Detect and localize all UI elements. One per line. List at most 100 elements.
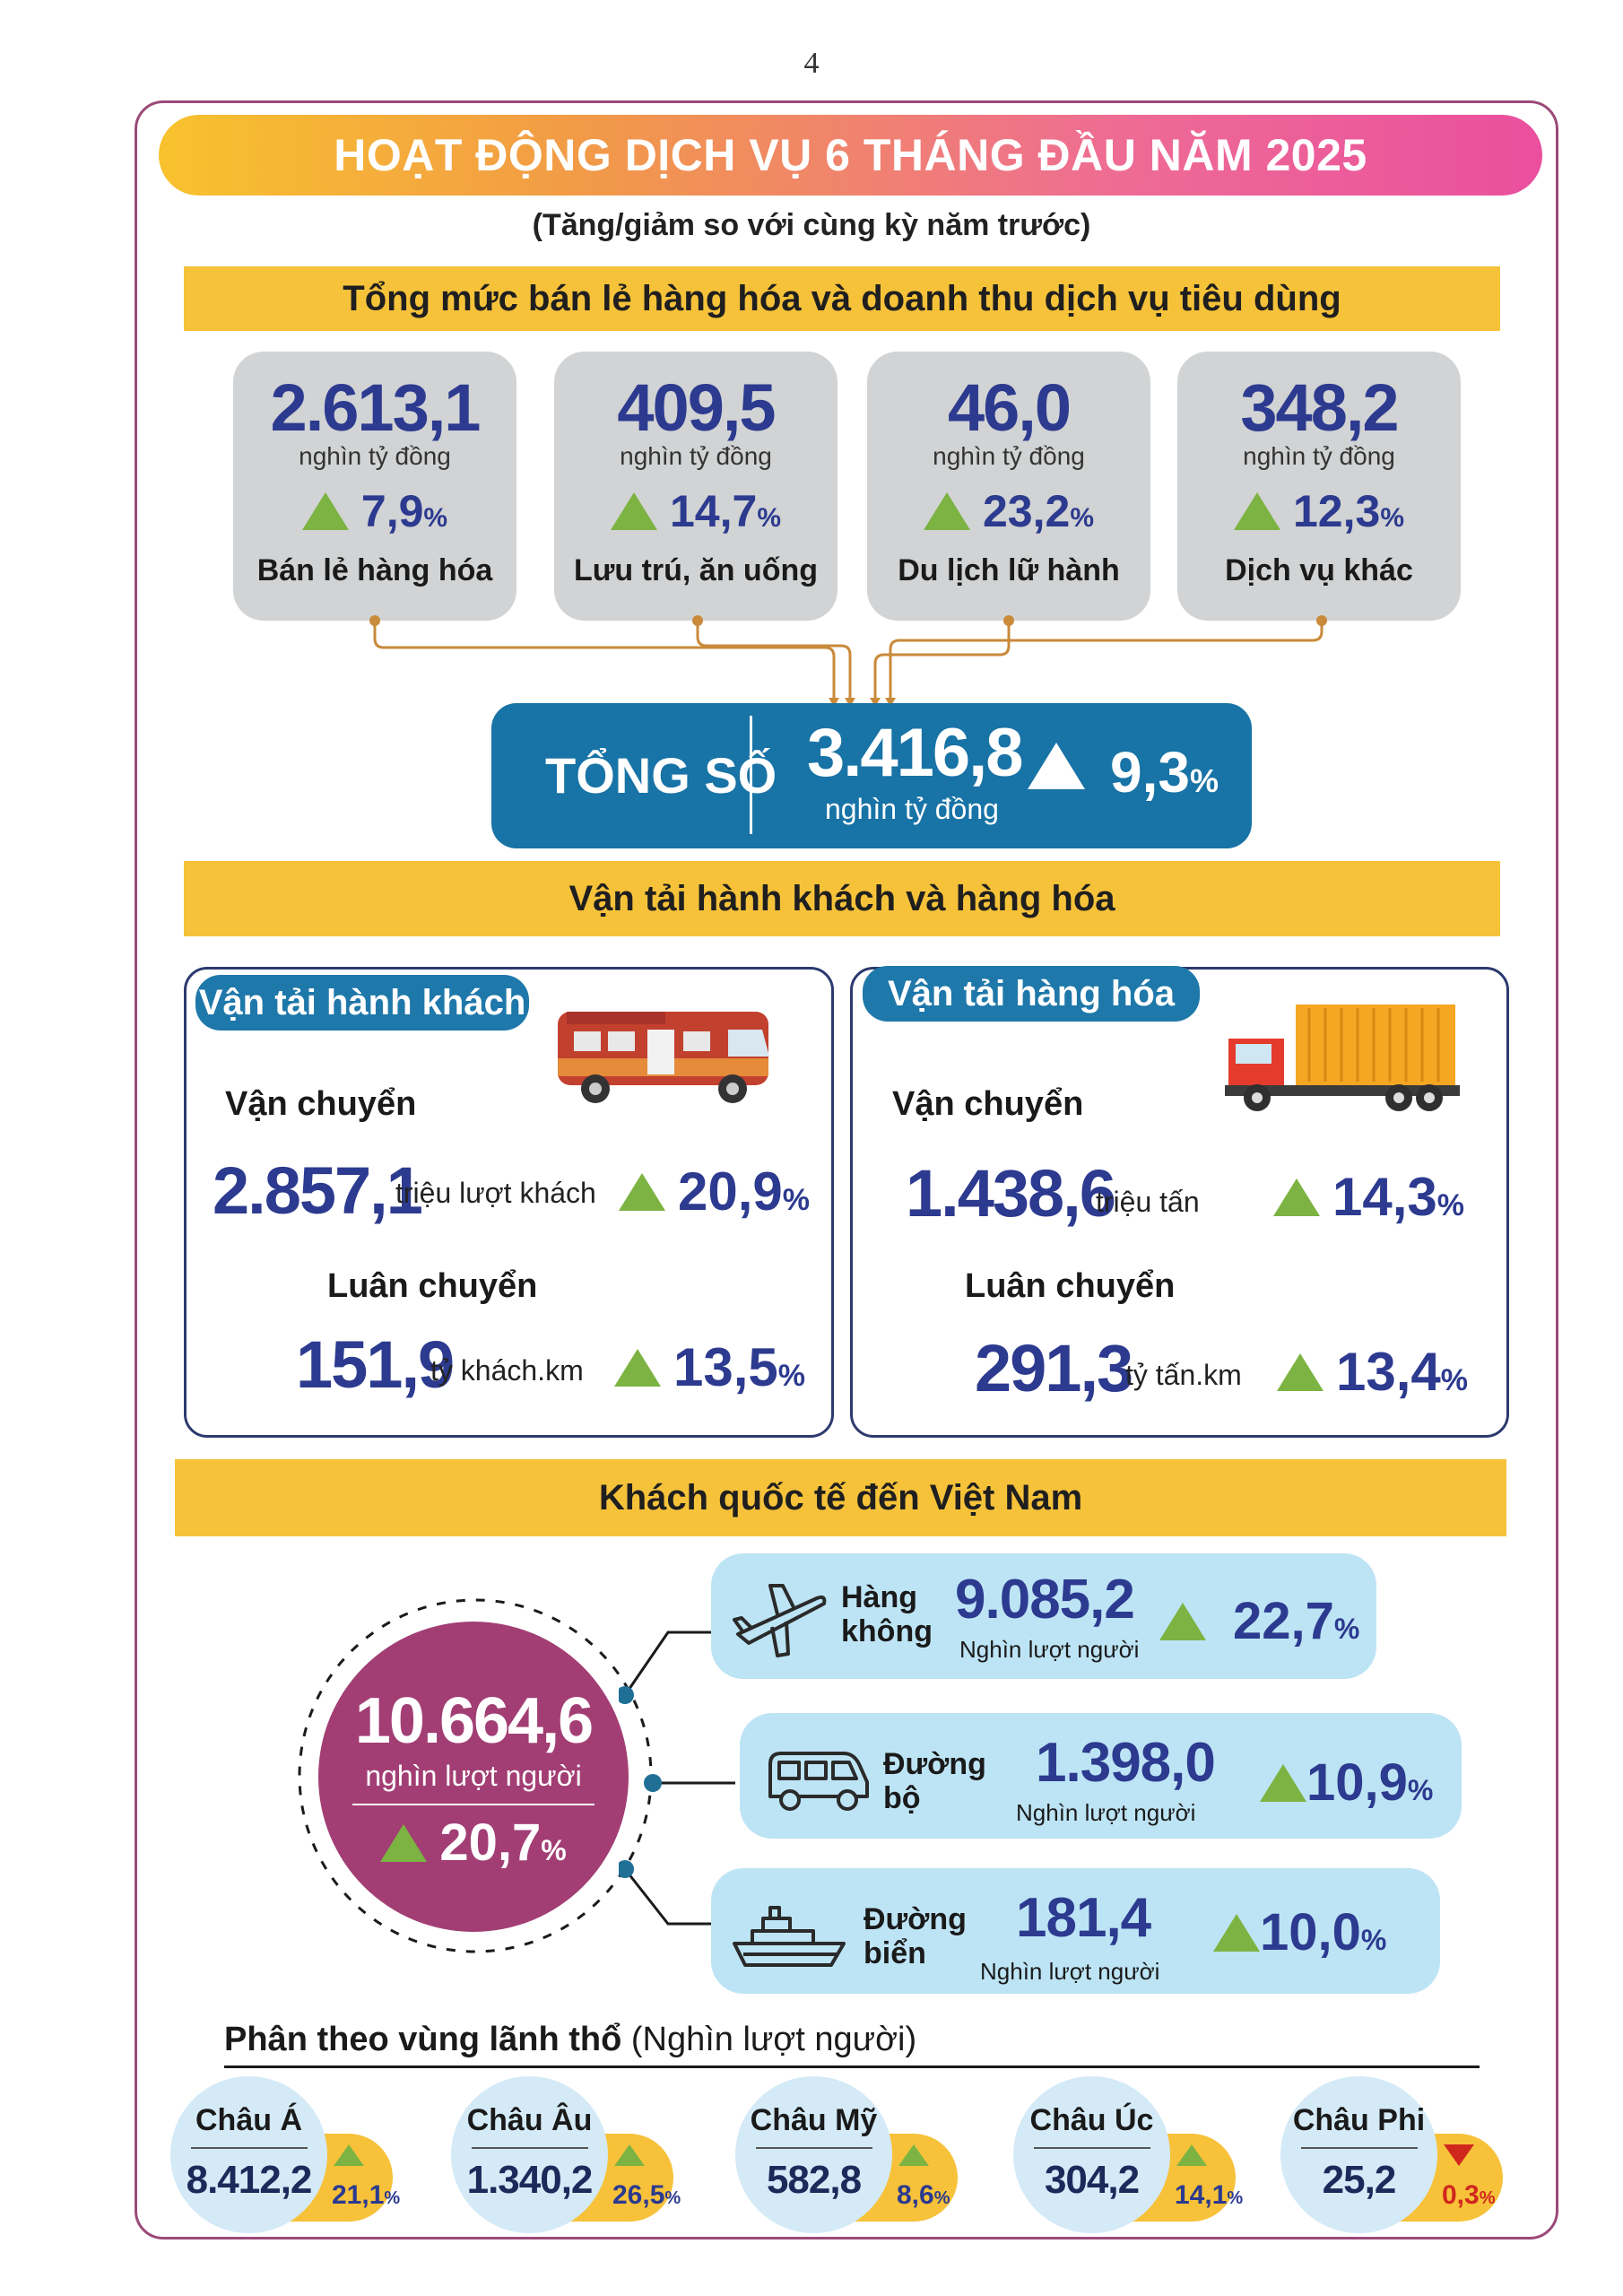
region-change: 21,1% [332,2180,401,2210]
cargo-carry-value: 1.438,6 [906,1156,1116,1231]
mode-road-card: Đường bộ 1.398,0 Nghìn lượt người 10,9% [740,1713,1462,1839]
card-label: Lưu trú, ăn uống [573,553,819,587]
cargo-rotate-label: Luân chuyển [965,1267,1176,1305]
region-heading: Phân theo vùng lãnh thổ (Nghìn lượt ngườ… [224,2021,917,2058]
up-triangle-icon [619,1172,665,1211]
card-unit: nghìn tỷ đồng [1243,442,1395,470]
mode-road-name: Đường bộ [883,1747,986,1815]
passenger-rotate-label: Luân chuyển [327,1267,538,1305]
mode-sea-value: 181,4 [1016,1887,1151,1949]
passenger-rotate-unit: tỷ khách.km [430,1354,584,1387]
down-triangle-icon [1444,2144,1474,2166]
total-label: TỔNG SỐ [545,747,777,804]
region-circle: Châu Phi 25,2 [1280,2076,1437,2233]
retail-card: 46,0 nghìn tỷ đồng 23,2% Du lịch lữ hành [867,352,1150,621]
card-unit: nghìn tỷ đồng [299,442,451,470]
region-name: Châu Úc [1029,2103,1154,2137]
intl-total-unit: nghìn lượt người [365,1760,582,1792]
bus-icon [558,1012,769,1103]
card-connectors [369,615,1327,707]
region-value: 8.412,2 [186,2158,313,2202]
region-name: Châu Mỹ [750,2103,878,2137]
mode-sea-change: 10,0% [1213,1902,1386,1962]
region-value: 304,2 [1044,2158,1140,2202]
title-banner: HOẠT ĐỘNG DỊCH VỤ 6 THÁNG ĐẦU NĂM 2025 [159,115,1542,196]
region-change: 8,6% [897,2180,950,2210]
total-change: 9,3% [1110,740,1219,804]
mode-road-value: 1.398,0 [1036,1732,1216,1794]
region-name: Châu Phi [1292,2103,1426,2137]
region-divider [471,2147,588,2149]
page-subtitle: (Tăng/giảm so với cùng kỳ năm trước) [532,208,1091,242]
cargo-rotate-change: 13,4% [1277,1341,1468,1403]
region-circle: Châu Úc 304,2 [1013,2076,1170,2233]
up-triangle-icon [334,2144,364,2166]
cargo-carry-change: 14,3% [1273,1166,1464,1228]
airplane-icon [733,1584,827,1657]
card-value: 409,5 [617,370,776,445]
card-unit: nghìn tỷ đồng [620,442,772,470]
passenger-carry-label: Vận chuyển [225,1085,417,1123]
region-change: 14,1% [1175,2180,1244,2210]
cargo-rotate-unit: tỷ tấn.km [1125,1359,1242,1391]
card-change: 14,7% [554,485,838,537]
van-icon [768,1752,869,1811]
mode-air-card: Hàng không 9.085,2 Nghìn lượt người 22,7% [711,1553,1376,1679]
passenger-rotate-value: 151,9 [296,1327,455,1402]
region-divider [190,2147,308,2149]
passenger-carry-change: 20,9% [619,1161,810,1222]
up-triangle-icon [610,492,657,530]
total-unit: nghìn tỷ đồng [825,793,999,825]
mode-sea-name: Đường biển [864,1902,967,1970]
card-change: 12,3% [1177,485,1461,537]
total-box: TỔNG SỐ 3.416,8 nghìn tỷ đồng 9,3% [491,703,1252,848]
cargo-tab: Vận tải hàng hóa [863,966,1200,1022]
card-change: 7,9% [233,485,516,537]
card-label: Dịch vụ khác [1225,553,1413,587]
mode-air-unit: Nghìn lượt người [959,1636,1140,1663]
up-triangle-icon [898,2144,929,2166]
total-divider [750,716,752,834]
mode-sea-card: Đường biển 181,4 Nghìn lượt người 10,0% [711,1868,1440,1994]
total-up-arrow-icon [1028,743,1085,794]
passenger-carry-unit: triệu lượt khách [395,1177,596,1209]
region-change: 26,5% [612,2180,681,2210]
region-value: 582,8 [766,2158,862,2202]
region-divider [1033,2147,1150,2149]
retail-heading: Tổng mức bán lẻ hàng hóa và doanh thu dị… [184,266,1500,331]
up-triangle-icon [614,2144,645,2166]
up-triangle-icon [1260,1763,1306,1802]
up-triangle-icon [1273,1178,1320,1216]
region-divider [1300,2147,1418,2149]
up-triangle-icon [1213,1913,1260,1952]
region-change: 0,3% [1442,2180,1496,2210]
passenger-carry-value: 2.857,1 [213,1153,423,1228]
mode-air-name: Hàng không [841,1580,933,1648]
page-title: HOẠT ĐỘNG DỊCH VỤ 6 THÁNG ĐẦU NĂM 2025 [334,130,1367,180]
card-unit: nghìn tỷ đồng [933,442,1085,470]
intl-total-circle: 10.664,6 nghìn lượt người 20,7% [318,1622,629,1932]
retail-card: 409,5 nghìn tỷ đồng 14,7% Lưu trú, ăn uố… [554,352,838,621]
mode-air-value: 9.085,2 [955,1569,1135,1631]
card-value: 46,0 [947,370,1072,445]
region-circle: Châu Mỹ 582,8 [735,2076,892,2233]
cargo-carry-unit: triệu tấn [1096,1186,1200,1218]
transport-heading: Vận tải hành khách và hàng hóa [184,861,1500,936]
retail-card: 2.613,1 nghìn tỷ đồng 7,9% Bán lẻ hàng h… [233,352,516,621]
region-value: 1.340,2 [466,2158,594,2202]
card-value: 2.613,1 [270,370,482,445]
retail-card: 348,2 nghìn tỷ đồng 12,3% Dịch vụ khác [1177,352,1461,621]
up-triangle-icon [1277,1352,1324,1391]
mode-air-change: 22,7% [1159,1591,1359,1651]
card-value: 348,2 [1240,370,1399,445]
up-triangle-icon [380,1823,428,1862]
region-heading-rule [224,2066,1480,2068]
mode-road-change: 10,9% [1260,1752,1433,1813]
intl-total-divider [352,1804,595,1805]
page-number: 4 [803,47,820,80]
up-triangle-icon [1233,492,1280,530]
intl-total-change: 20,7% [318,1813,629,1873]
region-divider [755,2147,872,2149]
up-triangle-icon [1176,2144,1207,2166]
page-frame [135,100,1558,2239]
